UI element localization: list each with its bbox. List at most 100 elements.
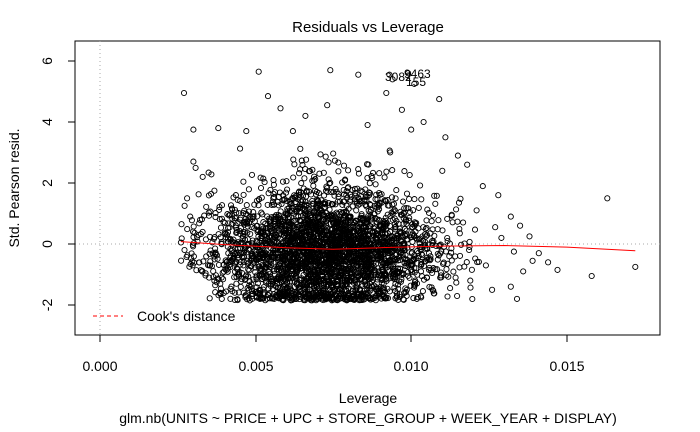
scatter-point bbox=[605, 196, 610, 201]
scatter-point bbox=[467, 244, 472, 249]
scatter-point bbox=[407, 196, 412, 201]
scatter-point bbox=[311, 183, 316, 188]
scatter-point bbox=[496, 193, 501, 198]
scatter-point bbox=[493, 225, 498, 230]
scatter-point bbox=[457, 265, 462, 270]
scatter-point bbox=[468, 278, 473, 283]
scatter-point bbox=[302, 176, 307, 181]
scatter-point bbox=[424, 218, 429, 223]
scatter-point bbox=[328, 68, 333, 73]
scatter-point bbox=[420, 289, 425, 294]
scatter-point bbox=[200, 174, 205, 179]
scatter-point bbox=[455, 153, 460, 158]
scatter-point bbox=[461, 220, 466, 225]
scatter-point bbox=[370, 170, 375, 175]
scatter-point bbox=[265, 94, 270, 99]
scatter-point bbox=[182, 203, 187, 208]
outlier-labels: 9463 3082 155 bbox=[385, 67, 431, 89]
scatter-point-cloud bbox=[179, 146, 482, 303]
scatter-point bbox=[241, 179, 246, 184]
scatter-point bbox=[336, 169, 341, 174]
model-formula-subtitle: glm.nb(UNITS ~ PRICE + UPC + STORE_GROUP… bbox=[119, 410, 617, 426]
scatter-point bbox=[367, 181, 372, 186]
scatter-point bbox=[181, 90, 186, 95]
scatter-point bbox=[238, 284, 243, 289]
scatter-point bbox=[246, 187, 251, 192]
scatter-point bbox=[185, 196, 190, 201]
scatter-point bbox=[419, 197, 424, 202]
scatter-point bbox=[437, 97, 442, 102]
scatter-point bbox=[244, 129, 249, 134]
x-tick-label-3: 0.015 bbox=[549, 358, 584, 374]
scatter-point bbox=[527, 234, 532, 239]
scatter-point bbox=[470, 296, 475, 301]
scatter-point bbox=[373, 182, 378, 187]
scatter-point bbox=[262, 180, 267, 185]
scatter-point bbox=[404, 191, 409, 196]
scatter-point bbox=[445, 216, 450, 221]
scatter-point bbox=[465, 162, 470, 167]
legend: Cook's distance bbox=[93, 308, 236, 324]
scatter-point bbox=[291, 157, 296, 162]
scatter-point bbox=[318, 152, 323, 157]
scatter-point bbox=[241, 192, 246, 197]
y-tick-label-4: 6 bbox=[39, 57, 55, 65]
scatter-point bbox=[185, 227, 190, 232]
scatter-point bbox=[444, 267, 449, 272]
scatter-point bbox=[530, 258, 535, 263]
scatter-point bbox=[285, 187, 290, 192]
scatter-point bbox=[299, 181, 304, 186]
scatter-point bbox=[206, 210, 211, 215]
chart-title: Residuals vs Leverage bbox=[292, 19, 444, 36]
scatter-point bbox=[221, 219, 226, 224]
scatter-point bbox=[291, 175, 296, 180]
scatter-point bbox=[399, 107, 404, 112]
scatter-point bbox=[365, 122, 370, 127]
scatter-point bbox=[182, 247, 187, 252]
scatter-point bbox=[455, 293, 460, 298]
scatter-point bbox=[350, 204, 355, 209]
scatter-point bbox=[384, 169, 389, 174]
scatter-point bbox=[462, 264, 467, 269]
scatter-point bbox=[480, 184, 485, 189]
scatter-point bbox=[207, 296, 212, 301]
scatter-point bbox=[469, 267, 474, 272]
scatter-point bbox=[346, 168, 351, 173]
x-axis-label: Leverage bbox=[339, 390, 398, 406]
scatter-point bbox=[204, 204, 209, 209]
scatter-point bbox=[546, 260, 551, 265]
scatter-point bbox=[323, 154, 328, 159]
y-tick-label-3: 4 bbox=[39, 118, 55, 126]
scatter-point bbox=[445, 294, 450, 299]
scatter-point bbox=[218, 225, 223, 230]
scatter-point bbox=[467, 239, 472, 244]
scatter-point bbox=[468, 285, 473, 290]
scatter-point bbox=[454, 280, 459, 285]
scatter-point bbox=[284, 179, 289, 184]
outlier-label-155: 155 bbox=[406, 75, 426, 89]
y-tick-label-1: 0 bbox=[39, 240, 55, 248]
scatter-point bbox=[212, 188, 217, 193]
y-axis-label: Std. Pearson resid. bbox=[6, 128, 22, 247]
scatter-point bbox=[191, 224, 196, 229]
scatter-point bbox=[472, 227, 477, 232]
scatter-point bbox=[443, 135, 448, 140]
scatter-point bbox=[430, 213, 435, 218]
scatter-point bbox=[409, 127, 414, 132]
scatter-point bbox=[589, 273, 594, 278]
x-tick-label-1: 0.005 bbox=[238, 358, 273, 374]
scatter-point bbox=[326, 160, 331, 165]
scatter-point bbox=[331, 151, 336, 156]
scatter-point bbox=[377, 171, 382, 176]
scatter-point bbox=[341, 163, 346, 168]
scatter-point bbox=[393, 196, 398, 201]
scatter-point bbox=[508, 284, 513, 289]
scatter-point bbox=[433, 201, 438, 206]
x-tick-label-2: 0.010 bbox=[393, 358, 428, 374]
scatter-point bbox=[490, 287, 495, 292]
y-tick-label-0: -2 bbox=[39, 299, 55, 312]
scatter-point bbox=[429, 219, 434, 224]
scatter-point bbox=[508, 214, 513, 219]
y-axis: -2 0 2 4 6 bbox=[39, 57, 75, 311]
scatter-point bbox=[450, 220, 455, 225]
